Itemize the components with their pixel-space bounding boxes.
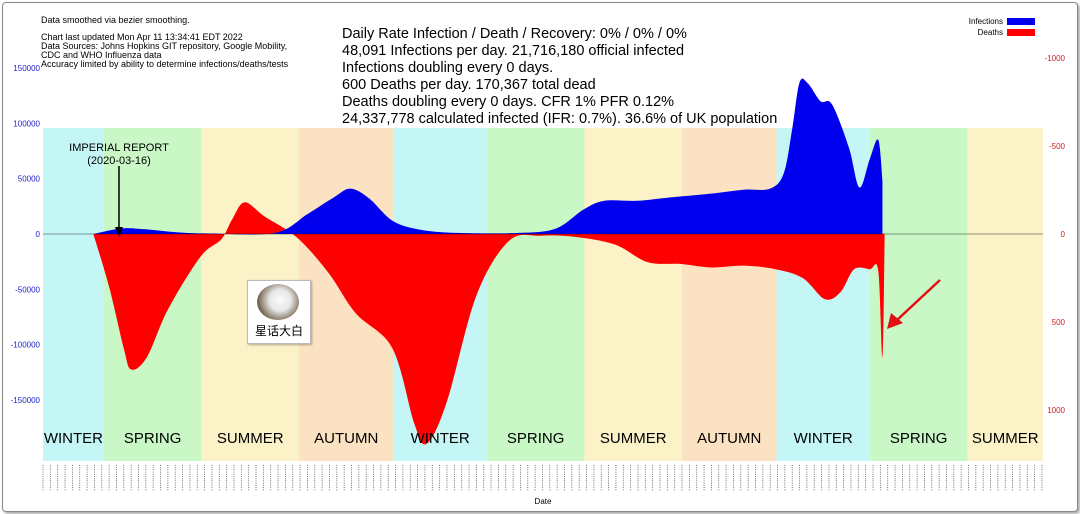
season-labels: WINTER SPRING SUMMER AUTUMN WINTER SPRING SUMM… [44,430,1039,447]
y-right-tick-label: -1000 [1045,54,1066,63]
y-left-tick-label: 100000 [13,119,40,128]
legend-swatch-infections [1007,18,1035,25]
annotation-date: (2020-03-16) [87,155,151,167]
season-label: AUTUMN [697,430,761,447]
infections-area [93,78,883,235]
covid-uk-chart: 150000 100000 50000 0 -50000 -100000 -150000 -1… [11,15,1066,506]
meta-line: Data smoothed via bezier smoothing. [41,15,190,25]
annotation-title: IMPERIAL REPORT [69,142,169,154]
avatar-image [257,284,299,320]
stats-line: Infections doubling every 0 days. [342,60,553,76]
avatar-caption: 星话大白 [254,324,303,338]
deaths-area [93,202,885,445]
x-axis-title: Date [535,497,552,506]
pointer-arrow-head [887,313,903,329]
season-band-spring [869,128,968,461]
season-band-winter [43,128,104,461]
stats-line: 24,337,778 calculated infected (IFR: 0.7… [342,111,777,127]
y-left-tick-label: 150000 [13,64,40,73]
meta-text-block: Data smoothed via bezier smoothing. Char… [41,15,289,69]
season-label: AUTUMN [314,430,378,447]
y-right-tick-label: 500 [1052,318,1066,327]
watermark-avatar: 星话大白 [247,280,311,344]
season-band-summer [584,128,683,461]
y-right-tick-label: -500 [1049,142,1066,151]
series-areas [93,78,885,445]
y-left-tick-label: 50000 [18,175,41,184]
meta-line: CDC and WHO Influenza data [41,50,162,60]
annotation-arrowhead [115,227,123,237]
stats-line: 48,091 Infections per day. 21,716,180 of… [342,43,684,59]
y-left-tick-label: -150000 [11,396,41,405]
season-label: SUMMER [217,430,284,447]
legend-swatch-deaths [1007,29,1035,36]
y-left-tick-label: 0 [36,230,41,239]
y-left-tick-label: -100000 [11,341,41,350]
season-label: WINTER [44,430,103,447]
y-right-tick-label: 1000 [1047,406,1065,415]
meta-line: Accuracy limited by ability to determine… [41,59,289,69]
legend-label-infections: Infections [969,17,1003,26]
stats-text-block: Daily Rate Infection / Death / Recovery:… [342,26,777,127]
season-label: SPRING [507,430,565,447]
season-label: SPRING [124,430,182,447]
stats-line: 600 Deaths per day. 170,367 total dead [342,77,596,93]
stats-line: Daily Rate Infection / Death / Recovery:… [342,26,687,42]
x-tick-labels [42,465,1043,491]
season-label: SUMMER [972,430,1039,447]
season-band-summer [967,128,1043,461]
season-band-spring [486,128,585,461]
pointer-arrow-shaft [895,279,941,322]
y-left-tick-label: -50000 [15,285,40,294]
season-bands [43,128,1043,461]
season-label: WINTER [794,430,853,447]
imperial-report-annotation: IMPERIAL REPORT (2020-03-16) [69,142,169,237]
red-pointer-arrow [887,279,941,329]
stats-line: Deaths doubling every 0 days. CFR 1% PFR… [342,94,674,110]
meta-line: Data Sources: Johns Hopkins GIT reposito… [41,41,287,51]
season-label: WINTER [411,430,470,447]
season-band-autumn [682,128,777,461]
axes: 150000 100000 50000 0 -50000 -100000 -150000 -1… [11,54,1066,415]
legend-label-deaths: Deaths [978,28,1003,37]
meta-line: Chart last updated Mon Apr 11 13:34:41 E… [41,32,243,42]
season-label: SPRING [890,430,948,447]
season-label: SUMMER [600,430,667,447]
y-right-tick-label: 0 [1061,230,1066,239]
legend: Infections Deaths [969,17,1035,37]
